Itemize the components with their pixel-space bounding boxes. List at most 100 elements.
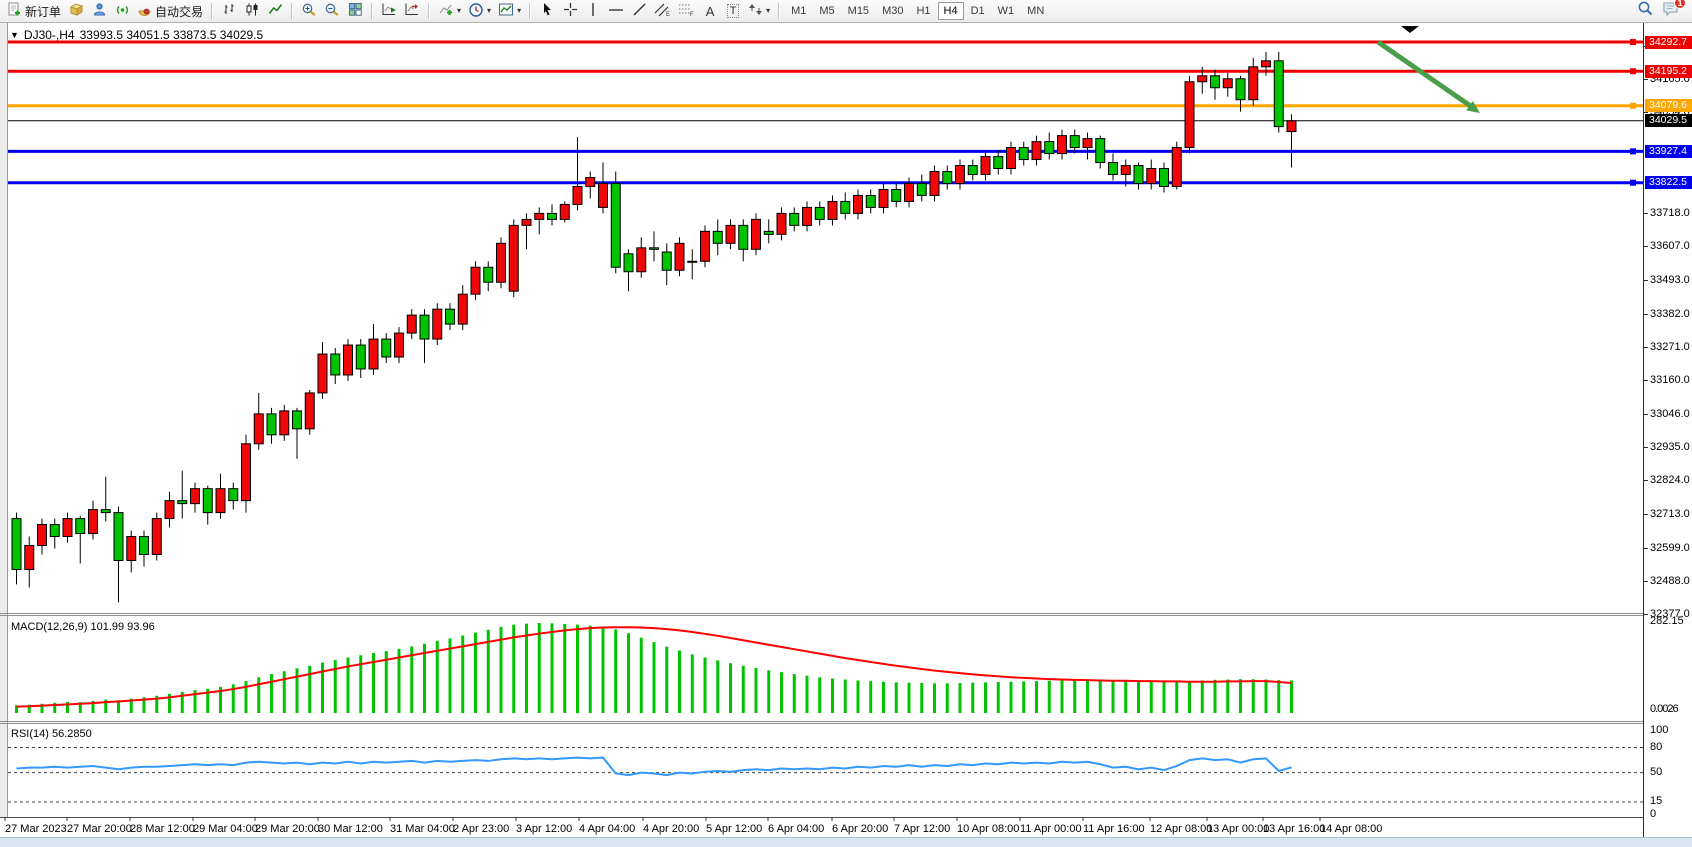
rsi-scale-label: 100: [1650, 723, 1669, 736]
candle-body: [1171, 147, 1182, 187]
tile-windows-button[interactable]: [344, 1, 366, 21]
svg-text:F: F: [690, 12, 694, 17]
time-axis-label: 11 Apr 00:00: [1020, 823, 1082, 835]
level-line-handle[interactable]: [1630, 68, 1636, 75]
candle-body: [916, 182, 927, 196]
time-axis-label: 11 Apr 16:00: [1083, 823, 1145, 835]
price-tick-label: 33718.0: [1644, 207, 1690, 219]
fibonacci-button[interactable]: F: [675, 1, 698, 21]
time-axis-label: 5 Apr 12:00: [706, 823, 763, 835]
candle-body: [1222, 78, 1233, 89]
zoom-in-button[interactable]: [298, 1, 320, 21]
candle-body: [37, 524, 47, 547]
timeframe-m15[interactable]: M15: [847, 5, 870, 17]
timeframe-h1[interactable]: H1: [916, 5, 931, 17]
periods-button[interactable]: ▾: [465, 1, 494, 21]
candle-body: [955, 165, 965, 184]
chat-button[interactable]: 1: [1662, 0, 1686, 22]
new-order-button[interactable]: 新订单: [4, 1, 64, 21]
zoom-out-icon: [324, 2, 340, 21]
time-axis-label: 29 Mar 04:00: [193, 823, 258, 835]
price-level-badge: 34079.6: [1645, 99, 1692, 113]
candle-body: [802, 206, 812, 226]
horizontal-line-icon: [608, 4, 624, 18]
candle-body: [470, 266, 481, 295]
timeframe-w1[interactable]: W1: [997, 5, 1015, 17]
time-axis-label: 28 Mar 12:00: [130, 823, 195, 835]
zoom-out-button[interactable]: [321, 1, 343, 21]
chevron-down-icon: ▾: [766, 6, 771, 15]
autotrading-button[interactable]: 自动交易: [134, 1, 206, 21]
market-button[interactable]: [88, 1, 110, 21]
timeframe-d1[interactable]: D1: [970, 5, 985, 17]
candle-body: [1031, 141, 1042, 161]
time-axis[interactable]: 27 Mar 2023 27 Mar 20:00 28 Mar 12:00 29 Ma…: [0, 821, 1643, 837]
line-chart-button[interactable]: [264, 1, 286, 21]
candle-body: [253, 413, 264, 445]
chart-plot[interactable]: [0, 23, 1643, 847]
candle-body: [1210, 75, 1220, 89]
level-line-handle[interactable]: [1630, 148, 1636, 155]
candle-body: [62, 518, 73, 538]
vertical-line-icon: [588, 2, 598, 20]
candle-body: [1082, 138, 1093, 149]
candle-body: [547, 212, 557, 220]
timeframe-m30[interactable]: M30: [882, 5, 904, 17]
candle-body: [1095, 138, 1106, 164]
candle-body: [151, 518, 162, 555]
level-line-handle[interactable]: [1630, 179, 1636, 186]
candle-body: [993, 156, 1004, 170]
candle-body: [266, 413, 277, 436]
candle-body: [1273, 60, 1284, 128]
auto-scroll-button[interactable]: [378, 1, 400, 21]
text-label-button[interactable]: T: [722, 1, 744, 21]
level-line-handle[interactable]: [1630, 39, 1636, 46]
time-axis-label: 6 Apr 20:00: [832, 823, 889, 835]
bar-chart-button[interactable]: [218, 1, 240, 21]
time-axis-label: 31 Mar 04:00: [390, 823, 455, 835]
price-tick-label: 32599.0: [1644, 541, 1690, 554]
time-axis-label: 4 Apr 20:00: [643, 823, 700, 835]
price-level-lines[interactable]: [8, 39, 1643, 186]
level-line-handle[interactable]: [1630, 102, 1636, 109]
crosshair-button[interactable]: [559, 1, 581, 21]
candlestick-chart-button[interactable]: [241, 1, 263, 21]
timeframe-m1[interactable]: M1: [791, 5, 807, 17]
horizontal-line-button[interactable]: [605, 1, 627, 21]
rsi-pane: [8, 747, 1643, 803]
cursor-button[interactable]: [536, 1, 558, 21]
candle-body: [878, 188, 889, 208]
templates-button[interactable]: ▾: [495, 1, 524, 21]
search-icon[interactable]: [1637, 0, 1654, 22]
timeframe-h4[interactable]: H4: [937, 2, 964, 20]
candle-body: [164, 500, 175, 520]
candle-body: [649, 247, 659, 250]
price-level-badge: 34292.7: [1645, 35, 1692, 49]
price-scale[interactable]: 34276.034165.034054.033718.033607.033493…: [1643, 23, 1692, 837]
arrows-button[interactable]: ▾: [745, 1, 773, 21]
indicators-button[interactable]: ▾: [435, 1, 464, 21]
one-click-trading-arrow-icon[interactable]: ▼: [10, 30, 19, 40]
price-tick-label: 33160.0: [1644, 373, 1690, 386]
metaeditor-button[interactable]: [65, 1, 87, 21]
candle-body: [432, 308, 443, 340]
chart-shift-marker-icon[interactable]: [1401, 26, 1419, 33]
price-tick-label: 33271.0: [1644, 340, 1690, 353]
chart-shift-button[interactable]: [401, 1, 423, 21]
price-tick-label: 32824.0: [1644, 474, 1690, 487]
candle-body: [508, 224, 519, 292]
candle-body: [75, 518, 86, 535]
signals-button[interactable]: [111, 1, 133, 21]
timeframe-mn[interactable]: MN: [1027, 5, 1045, 17]
timeframe-m5[interactable]: M5: [819, 5, 835, 17]
rsi-indicator-label: RSI(14) 56.2850: [11, 728, 92, 740]
equidistant-channel-button[interactable]: E: [651, 1, 674, 21]
trendline-button[interactable]: [628, 1, 650, 21]
chart-window[interactable]: ▼ DJ30-,H4 33993.5 34051.5 33873.5 34029…: [0, 23, 1692, 847]
vertical-line-button[interactable]: [582, 1, 604, 21]
candle-body: [700, 230, 710, 262]
text-button[interactable]: A: [699, 1, 721, 21]
time-axis-label: 13 Apr 00:00: [1207, 823, 1270, 835]
trend-arrow[interactable]: [1376, 39, 1480, 113]
templates-icon: [498, 2, 514, 20]
